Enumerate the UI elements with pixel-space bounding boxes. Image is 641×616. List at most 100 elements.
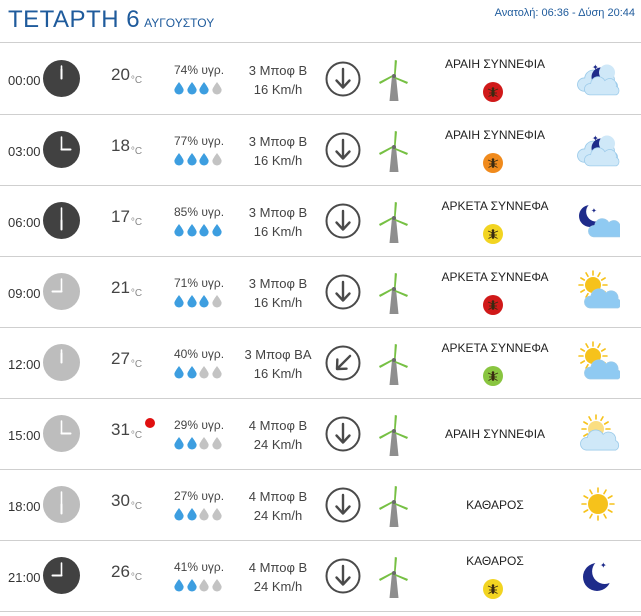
clock-icon — [43, 486, 80, 523]
row-humidity: 40% υγρ. — [174, 347, 225, 361]
water-drop-icon — [186, 82, 197, 95]
temperature-value: 17 — [111, 207, 130, 226]
row-wind: 3 Μποφ Β 16 Km/h — [235, 61, 321, 99]
temperature-unit: °C — [130, 288, 143, 299]
wind-turbine-icon — [375, 413, 411, 457]
clock-icon — [43, 202, 80, 239]
row-condition: ΑΡΚΕΤΑ ΣΥΝΝΕΦΑ — [441, 199, 549, 213]
wind-direction-arrow-icon — [325, 345, 361, 381]
humidity-drops — [174, 579, 230, 593]
sun-cloud-icon — [576, 340, 622, 384]
water-drop-icon — [174, 82, 184, 95]
temperature-unit: °C — [130, 501, 143, 512]
wind-speed: 24 Km/h — [253, 437, 303, 452]
cloud-night-icon: ✦ — [576, 127, 620, 171]
wind-speed: 16 Km/h — [253, 153, 303, 168]
temperature-unit: °C — [130, 75, 143, 86]
temperature-unit: °C — [130, 430, 143, 441]
wind-direction-arrow-icon — [325, 558, 361, 594]
temperature-unit: °C — [130, 572, 143, 583]
wind-speed: 16 Km/h — [253, 82, 303, 97]
water-drop-icon — [199, 437, 209, 450]
water-drop-icon — [199, 366, 209, 379]
water-drop-icon — [199, 82, 209, 95]
water-drop-icon — [211, 508, 222, 521]
water-drop-icon — [186, 224, 197, 237]
water-drop-icon — [211, 437, 222, 450]
day-title: ΤΕΤΑΡΤΗ 6 ΑΥΓΟΥΣΤΟΥ — [8, 6, 214, 34]
water-drop-icon — [199, 295, 209, 308]
row-temperature: 31°C — [111, 420, 142, 441]
row-temperature: 26°C — [111, 562, 142, 583]
row-humidity: 27% υγρ. — [174, 489, 225, 503]
wind-turbine-icon — [375, 484, 411, 528]
mosquito-alert-icon — [483, 579, 503, 599]
forecast-row: 03:00 18°C 77% υγρ. 3 Μποφ Β 16 Km/h ΑΡΑΙΗ … — [0, 115, 641, 186]
row-temperature: 21°C — [111, 278, 142, 299]
humidity-drops — [174, 366, 230, 380]
row-condition: ΚΑΘΑΡΟΣ — [466, 554, 524, 568]
row-time: 12:00 — [8, 357, 41, 372]
clock-icon — [43, 415, 80, 452]
temperature-value: 27 — [111, 349, 130, 368]
row-time: 21:00 — [8, 570, 41, 585]
row-humidity: 85% υγρ. — [174, 205, 225, 219]
row-condition: ΑΡΚΕΤΑ ΣΥΝΝΕΦΑ — [441, 341, 549, 355]
wind-direction-arrow-icon — [325, 203, 361, 239]
cloud-night-icon: ✦ — [576, 56, 620, 100]
water-drop-icon — [211, 153, 222, 166]
row-time: 00:00 — [8, 73, 41, 88]
wind-speed: 16 Km/h — [253, 224, 303, 239]
humidity-drops — [174, 153, 230, 167]
clock-icon — [43, 273, 80, 310]
water-drop-icon — [211, 224, 222, 237]
svg-text:✦: ✦ — [591, 207, 597, 215]
row-condition: ΑΡΚΕΤΑ ΣΥΝΝΕΦΑ — [441, 270, 549, 284]
row-temperature: 17°C — [111, 207, 142, 228]
wind-direction-arrow-icon — [325, 132, 361, 168]
wind-beaufort: 3 Μποφ Β — [248, 205, 308, 220]
water-drop-icon — [199, 224, 209, 237]
row-temperature: 30°C — [111, 491, 142, 512]
row-condition: ΑΡΑΙΗ ΣΥΝΝΕΦΙΑ — [444, 128, 546, 142]
temperature-unit: °C — [130, 217, 143, 228]
row-time: 06:00 — [8, 215, 41, 230]
day-name: ΤΕΤΑΡΤΗ 6 — [8, 6, 141, 33]
wind-beaufort: 4 Μποφ Β — [248, 418, 308, 433]
wind-beaufort: 3 Μποφ ΒΑ — [244, 347, 312, 362]
row-temperature: 20°C — [111, 65, 142, 86]
clock-icon — [43, 60, 80, 97]
row-humidity: 29% υγρ. — [174, 418, 225, 432]
wind-speed: 16 Km/h — [253, 295, 303, 310]
wind-beaufort: 4 Μποφ Β — [248, 560, 308, 575]
water-drop-icon — [211, 82, 222, 95]
water-drop-icon — [186, 508, 197, 521]
temperature-value: 31 — [111, 420, 130, 439]
mosquito-alert-icon — [483, 224, 503, 244]
svg-text:✦: ✦ — [600, 561, 607, 570]
water-drop-icon — [186, 295, 197, 308]
moon-cloud-icon: ✦ — [576, 198, 624, 242]
forecast-row: 09:00 21°C 71% υγρ. 3 Μποφ Β 16 Km/h ΑΡΚΕΤΑ… — [0, 257, 641, 328]
wind-turbine-icon — [375, 200, 411, 244]
wind-speed: 16 Km/h — [253, 366, 303, 381]
mosquito-alert-icon — [483, 82, 503, 102]
wind-beaufort: 3 Μποφ Β — [248, 134, 308, 149]
row-temperature: 27°C — [111, 349, 142, 370]
temperature-unit: °C — [130, 146, 143, 157]
wind-beaufort: 3 Μποφ Β — [248, 63, 308, 78]
row-condition: ΑΡΑΙΗ ΣΥΝΝΕΦΙΑ — [444, 57, 546, 71]
forecast-row: 12:00 27°C 40% υγρ. 3 Μποφ ΒΑ 16 Km/h ΑΡΚΕΤ… — [0, 328, 641, 399]
water-drop-icon — [174, 508, 184, 521]
water-drop-icon — [174, 153, 184, 166]
row-wind: 3 Μποφ Β 16 Km/h — [235, 203, 321, 241]
humidity-drops — [174, 437, 230, 451]
humidity-drops — [174, 82, 230, 96]
temperature-value: 26 — [111, 562, 130, 581]
water-drop-icon — [174, 224, 184, 237]
row-temperature: 18°C — [111, 136, 142, 157]
temperature-value: 30 — [111, 491, 130, 510]
mosquito-alert-icon — [483, 366, 503, 386]
row-wind: 4 Μποφ Β 24 Km/h — [235, 416, 321, 454]
sun-icon — [576, 482, 620, 526]
